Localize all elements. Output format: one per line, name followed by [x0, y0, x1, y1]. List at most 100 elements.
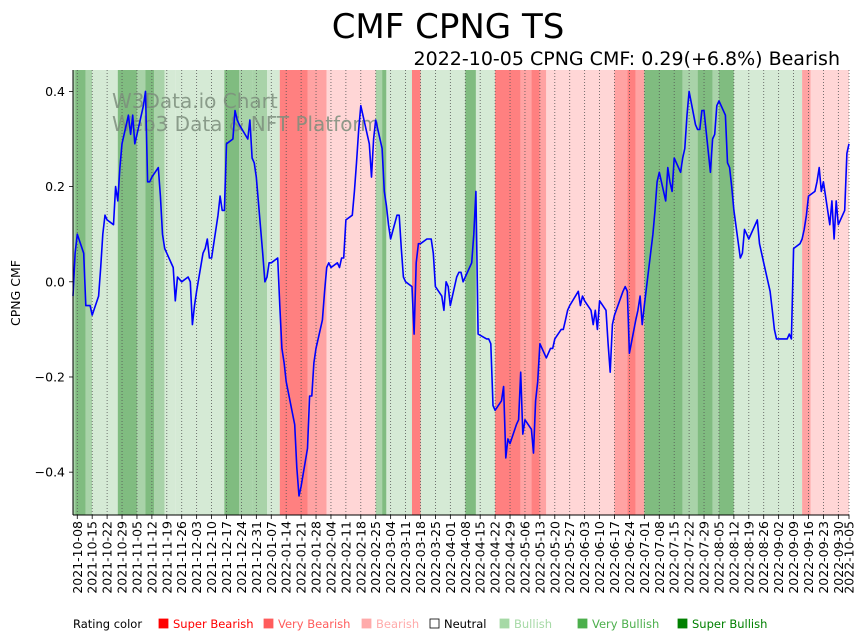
- x-tick-label-41: 2022-07-22: [682, 521, 697, 594]
- rating-band-34: [682, 70, 698, 515]
- rating-band-21: [411, 70, 421, 515]
- rating-band-24: [475, 70, 496, 515]
- x-tick-label-10: 2021-12-17: [219, 521, 234, 594]
- rating-band-13: [252, 70, 267, 515]
- x-tick-label-47: 2022-09-02: [771, 521, 786, 594]
- x-tick-label-9: 2021-12-10: [204, 521, 219, 594]
- rating-band-7: [154, 70, 165, 515]
- x-tick-label-3: 2021-10-29: [115, 521, 130, 594]
- x-tick-label-20: 2022-02-25: [368, 521, 383, 594]
- rating-band-8: [164, 70, 176, 515]
- rating-band-37: [718, 70, 734, 515]
- x-tick-label-43: 2022-08-05: [711, 521, 726, 594]
- x-tick-label-36: 2022-06-17: [607, 521, 622, 594]
- x-tick-label-48: 2022-09-09: [786, 521, 801, 594]
- rating-band-0: [73, 70, 76, 515]
- x-tick-label-19: 2022-02-18: [353, 521, 368, 594]
- legend-label-5: Very Bullish: [592, 617, 659, 631]
- y-axis-label: CPNG CMF: [8, 260, 23, 326]
- x-tick-label-45: 2022-08-19: [741, 521, 756, 594]
- x-tick-label-12: 2021-12-31: [249, 521, 264, 594]
- x-tick-label-16: 2022-01-28: [309, 521, 324, 594]
- legend-label-3: Neutral: [444, 617, 486, 631]
- rating-band-1: [75, 70, 86, 515]
- x-tick-label-13: 2022-01-07: [264, 521, 279, 594]
- x-tick-label-49: 2022-09-16: [801, 521, 816, 594]
- x-tick-label-50: 2022-09-23: [816, 521, 831, 594]
- legend-swatch-0: [158, 618, 169, 629]
- rating-band-16: [307, 70, 327, 515]
- grid-lines: [76, 70, 850, 515]
- x-tick-label-2: 2021-10-22: [100, 521, 115, 594]
- x-tick-label-4: 2021-11-05: [129, 521, 144, 594]
- legend-swatch-1: [263, 618, 274, 629]
- rating-band-15: [279, 70, 308, 515]
- x-tick-label-34: 2022-06-03: [577, 521, 592, 594]
- x-tick-label-17: 2022-02-04: [323, 521, 338, 594]
- rating-band-4: [117, 70, 137, 515]
- x-tick-label-5: 2021-11-12: [144, 521, 159, 594]
- axes: 2021-10-08 2021-10-15 2021-10-22 2021-10-29…: [35, 70, 857, 594]
- x-tick-label-28: 2022-04-22: [488, 521, 503, 594]
- rating-band-2: [85, 70, 93, 515]
- x-tick-label-26: 2022-04-08: [458, 521, 473, 594]
- rating-band-23: [465, 70, 476, 515]
- series-layer: [72, 90, 850, 497]
- rating-band-9: [175, 70, 197, 515]
- rating-band-39: [802, 70, 811, 515]
- x-tick-label-0: 2021-10-08: [70, 521, 85, 594]
- rating-band-36: [712, 70, 719, 515]
- watermark-line-2: Web3 Data & NFT Platform: [112, 112, 380, 136]
- legend: Rating color Super Bearish Very Bearish Bea…: [73, 617, 767, 631]
- watermark: W3Data.io Chart Web3 Data & NFT Platform: [112, 89, 380, 136]
- x-tick-label-38: 2022-07-01: [637, 521, 652, 594]
- chart-subtitle: 2022-10-05 CPNG CMF: 0.29(+6.8%) Bearish: [414, 48, 840, 70]
- x-tick-label-44: 2022-08-12: [726, 521, 741, 594]
- legend-label-6: Super Bullish: [692, 617, 767, 631]
- x-tick-label-51: 2022-09-30: [831, 521, 846, 594]
- legend-swatch-3: [429, 618, 440, 629]
- rating-band-12: [239, 70, 253, 515]
- watermark-line-1: W3Data.io Chart: [112, 89, 278, 113]
- x-tick-label-15: 2022-01-21: [294, 521, 309, 594]
- legend-swatch-2: [361, 618, 372, 629]
- legend-swatch-5: [577, 618, 588, 629]
- rating-band-27: [531, 70, 540, 515]
- rating-band-3: [92, 70, 118, 515]
- y-tick-label-4: 0.4: [45, 84, 65, 99]
- rating-band-33: [644, 70, 683, 515]
- x-tick-label-14: 2022-01-14: [279, 521, 294, 594]
- x-tick-label-32: 2022-05-20: [547, 521, 562, 594]
- y-tick-label-2: 0.0: [45, 274, 65, 289]
- rating-band-17: [326, 70, 376, 515]
- x-tick-label-6: 2021-11-19: [159, 521, 174, 594]
- x-tick-label-1: 2021-10-15: [85, 521, 100, 594]
- rating-band-30: [614, 70, 628, 515]
- x-tick-label-22: 2022-03-11: [398, 521, 413, 594]
- chart-title: CMF CPNG TS: [332, 7, 565, 47]
- x-tick-label-7: 2021-11-26: [174, 521, 189, 594]
- rating-bands: [73, 70, 849, 515]
- x-tick-label-52: 2022-10-05: [842, 521, 857, 594]
- x-tick-label-11: 2021-12-24: [234, 521, 249, 594]
- y-tick-label-0: −0.4: [35, 465, 65, 480]
- x-tick-label-37: 2022-06-24: [622, 521, 637, 594]
- x-tick-label-40: 2022-07-15: [667, 521, 682, 594]
- rating-band-18: [375, 70, 383, 515]
- series-line-0: [72, 90, 850, 497]
- legend-swatch-4: [499, 618, 510, 629]
- rating-band-28: [539, 70, 547, 515]
- x-tick-label-25: 2022-04-01: [443, 521, 458, 594]
- legend-label-2: Bearish: [376, 617, 419, 631]
- legend-swatch-6: [677, 618, 688, 629]
- x-tick-label-8: 2021-12-03: [189, 521, 204, 594]
- rating-band-20: [386, 70, 412, 515]
- rating-band-40: [810, 70, 849, 515]
- x-tick-label-23: 2022-03-18: [413, 521, 428, 594]
- x-tick-label-27: 2022-04-15: [473, 521, 488, 594]
- x-tick-label-33: 2022-05-27: [562, 521, 577, 594]
- rating-band-31: [627, 70, 636, 515]
- rating-band-10: [196, 70, 225, 515]
- rating-band-38: [733, 70, 803, 515]
